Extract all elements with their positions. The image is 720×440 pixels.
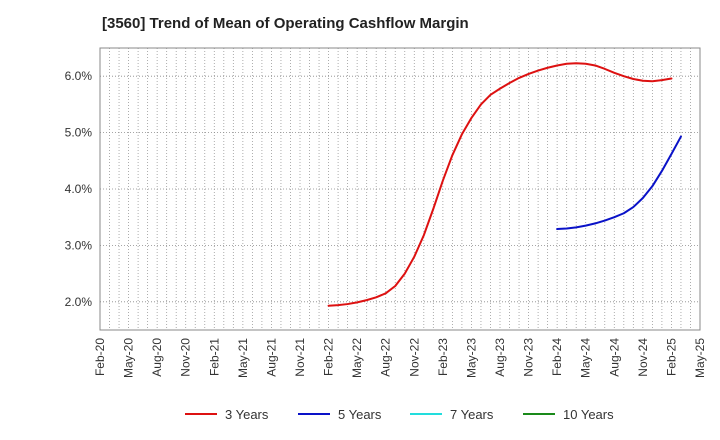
legend-label: 7 Years — [450, 407, 494, 422]
x-tick-label: May-20 — [122, 338, 136, 378]
y-tick-label: 5.0% — [65, 126, 93, 140]
x-tick-label: Feb-21 — [207, 338, 221, 376]
series-layer — [327, 62, 682, 307]
y-tick-label: 6.0% — [65, 69, 93, 83]
series-line-3-years — [327, 62, 673, 307]
x-tick-label: Feb-22 — [322, 338, 336, 376]
legend-layer: 3 Years 5 Years 7 Years 10 Years — [185, 407, 614, 422]
x-tick-label: May-23 — [464, 338, 478, 378]
series-line-5-years — [556, 135, 682, 231]
x-tick-label: Feb-25 — [664, 338, 678, 376]
axis-layer: 2.0% 3.0% 4.0% 5.0% 6.0% Feb-20 May-20 Aug-20 No… — [65, 69, 707, 378]
x-tick-label: May-22 — [350, 338, 364, 378]
x-tick-label: May-24 — [579, 338, 593, 378]
x-tick-label: Aug-22 — [379, 338, 393, 377]
x-tick-label: Aug-20 — [150, 338, 164, 377]
x-tick-label: Aug-23 — [493, 338, 507, 377]
x-tick-label: May-25 — [693, 338, 707, 378]
legend-label: 5 Years — [338, 407, 382, 422]
plot-frame — [99, 47, 701, 331]
x-tick-label: Aug-21 — [264, 338, 278, 377]
x-tick-label: Aug-24 — [607, 338, 621, 377]
x-tick-label: Nov-20 — [179, 338, 193, 377]
legend-label: 10 Years — [563, 407, 614, 422]
chart-title: [3560] Trend of Mean of Operating Cashfl… — [102, 15, 469, 32]
x-tick-label: Nov-24 — [636, 338, 650, 377]
y-tick-label: 4.0% — [65, 182, 93, 196]
y-tick-label: 3.0% — [65, 238, 93, 252]
x-tick-label: Nov-21 — [293, 338, 307, 377]
x-tick-label: May-21 — [236, 338, 250, 378]
x-tick-label: Nov-23 — [522, 338, 536, 377]
legend-label: 3 Years — [225, 407, 269, 422]
x-tick-label: Feb-20 — [93, 338, 107, 376]
y-tick-label: 2.0% — [65, 295, 93, 309]
grid-layer — [100, 48, 700, 330]
x-tick-label: Feb-24 — [550, 338, 564, 376]
x-tick-label: Feb-23 — [436, 338, 450, 376]
x-tick-label: Nov-22 — [407, 338, 421, 377]
